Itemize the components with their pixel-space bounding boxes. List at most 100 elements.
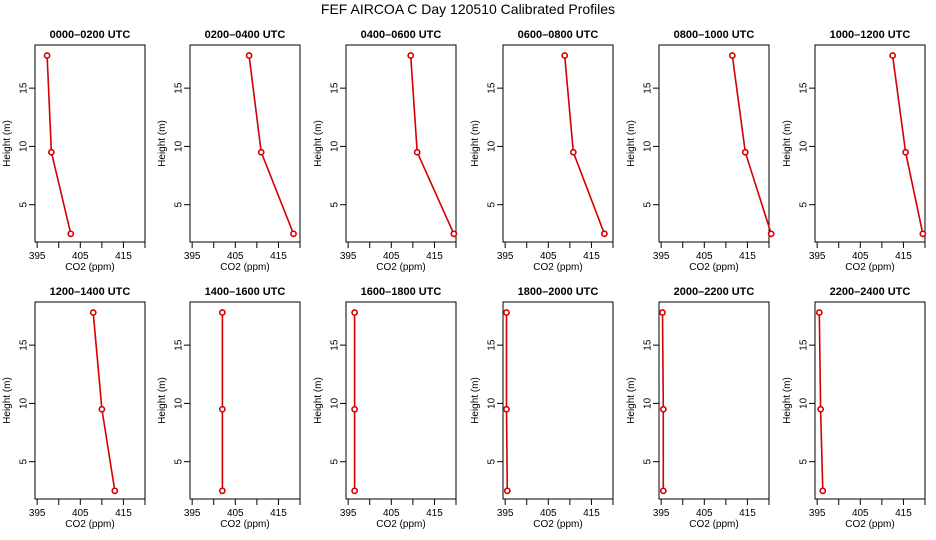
y-tick-label: 15 [174, 339, 185, 351]
data-point [218, 309, 226, 316]
data-point [407, 52, 415, 59]
profile-line [731, 55, 772, 235]
x-axis-label: CO2 (ppm) [533, 519, 582, 530]
y-axis-label: Height (m) [157, 120, 168, 167]
y-axis-label: Height (m) [470, 120, 481, 167]
data-point [450, 230, 458, 238]
x-tick-label: 395 [29, 251, 46, 262]
y-tick-label: 15 [19, 82, 30, 94]
y-axis-label: Height (m) [313, 120, 324, 167]
y-tick-label: 10 [330, 140, 341, 152]
x-tick-label: 405 [540, 508, 557, 519]
data-point [659, 405, 667, 413]
y-tick-label: 15 [643, 339, 654, 351]
y-tick-label: 5 [174, 201, 185, 207]
data-point [218, 487, 226, 495]
plot-frame [189, 44, 301, 243]
profile-panel: 1800–2000 UTC 395 405 415 5 10 15 CO2 (ppm) Heig… [470, 286, 614, 530]
panel-title: 0000–0200 UTC [50, 29, 131, 41]
y-axis-label: Height (m) [157, 377, 168, 424]
y-tick-label: 5 [487, 201, 498, 207]
x-axis-label: CO2 (ppm) [689, 519, 738, 530]
data-point [47, 148, 55, 156]
y-tick-label: 10 [799, 397, 810, 409]
y-tick-label: 15 [643, 82, 654, 94]
y-tick-label: 15 [487, 82, 498, 94]
profile-line [891, 55, 924, 234]
data-point [218, 405, 226, 413]
data-point [600, 230, 608, 238]
y-axis-label: Height (m) [2, 377, 13, 424]
plot-frame [345, 301, 457, 500]
panel-title: 0200–0400 UTC [205, 29, 286, 41]
profile-panel: 1400–1600 UTC 395 405 415 5 10 15 CO2 (ppm) Heig… [157, 286, 301, 530]
x-axis-label: CO2 (ppm) [376, 262, 425, 273]
x-tick-label: 395 [29, 508, 46, 519]
x-tick-label: 405 [852, 251, 869, 262]
panel-title: 1000–1200 UTC [830, 29, 911, 41]
y-tick-label: 10 [19, 140, 30, 152]
data-point [257, 148, 265, 156]
panel-title: 1200–1400 UTC [50, 286, 131, 298]
plot-frame [502, 44, 614, 243]
data-point [503, 405, 510, 413]
y-tick-label: 5 [19, 458, 30, 464]
data-point [815, 309, 823, 316]
panel-title: 2000–2200 UTC [674, 286, 755, 298]
x-tick-label: 415 [895, 508, 912, 519]
x-axis-label: CO2 (ppm) [220, 519, 269, 530]
data-point [817, 405, 825, 413]
data-point [902, 148, 909, 156]
x-tick-label: 415 [739, 251, 756, 262]
data-point [89, 309, 97, 316]
y-tick-label: 10 [174, 140, 185, 152]
y-tick-label: 5 [174, 458, 185, 464]
x-tick-label: 405 [696, 508, 713, 519]
x-tick-label: 415 [115, 251, 132, 262]
x-tick-label: 405 [227, 251, 244, 262]
data-point [290, 230, 297, 238]
profile-panel: 1200–1400 UTC 395 405 415 5 10 15 CO2 (ppm) Heig… [2, 286, 146, 530]
data-point [245, 52, 253, 59]
y-tick-label: 5 [330, 458, 341, 464]
data-point [767, 230, 775, 238]
panel-title: 0800–1000 UTC [674, 29, 755, 41]
x-tick-label: 415 [426, 251, 443, 262]
x-tick-label: 405 [540, 251, 557, 262]
y-axis-label: Height (m) [626, 120, 637, 167]
data-point [659, 487, 667, 495]
panel-title: 1400–1600 UTC [205, 286, 286, 298]
x-tick-label: 405 [383, 251, 400, 262]
profile-line [409, 55, 455, 235]
y-tick-label: 15 [487, 339, 498, 351]
y-tick-label: 5 [487, 458, 498, 464]
profile-panel: 2000–2200 UTC 395 405 415 5 10 15 CO2 (ppm) Heig… [626, 286, 770, 530]
profile-panel: 0600–0800 UTC 395 405 415 5 10 15 CO2 (ppm) Heig… [470, 29, 614, 273]
x-tick-label: 395 [653, 508, 670, 519]
x-tick-label: 395 [340, 508, 357, 519]
x-tick-label: 395 [340, 251, 357, 262]
x-axis-label: CO2 (ppm) [689, 262, 738, 273]
profile-line [92, 312, 116, 491]
plot-frame [658, 44, 770, 243]
profile-line [563, 55, 606, 235]
y-tick-label: 5 [330, 201, 341, 207]
x-tick-label: 405 [696, 251, 713, 262]
y-tick-label: 5 [799, 458, 810, 464]
profile-panel: 0200–0400 UTC 395 405 415 5 10 15 CO2 (ppm) Heig… [157, 29, 301, 273]
x-tick-label: 415 [270, 251, 287, 262]
data-point [503, 309, 510, 316]
y-tick-label: 5 [643, 201, 654, 207]
y-tick-label: 5 [19, 201, 30, 207]
y-axis-label: Height (m) [626, 377, 637, 424]
y-tick-label: 10 [643, 140, 654, 152]
profile-panel: 0400–0600 UTC 395 405 415 5 10 15 CO2 (ppm) Heig… [313, 29, 458, 273]
y-tick-label: 5 [799, 201, 810, 207]
panel-title: 1600–1800 UTC [361, 286, 442, 298]
data-point [889, 52, 897, 59]
x-tick-label: 405 [227, 508, 244, 519]
y-tick-label: 10 [330, 397, 341, 409]
x-tick-label: 395 [809, 251, 826, 262]
profile-line [505, 312, 509, 491]
